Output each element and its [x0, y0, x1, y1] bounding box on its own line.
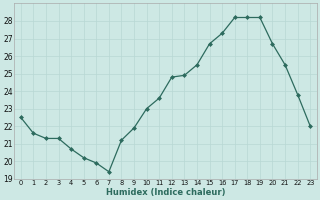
X-axis label: Humidex (Indice chaleur): Humidex (Indice chaleur): [106, 188, 225, 197]
